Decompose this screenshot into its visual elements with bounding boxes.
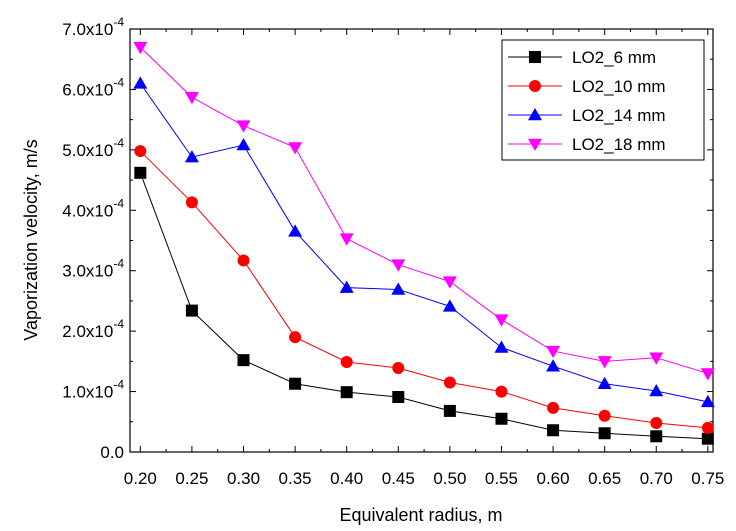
data-point: [649, 383, 664, 397]
data-point: [184, 92, 199, 105]
data-point: [237, 254, 250, 267]
data-point: [700, 368, 715, 381]
data-point: [391, 282, 406, 295]
y-tick-label: 4.0x10-4: [62, 196, 124, 220]
data-point: [442, 276, 457, 289]
y-axis: 0.0 1.0x10-4 2.0x10-4 3.0x10-4 4.0x10-4 5.0x1…: [62, 15, 713, 462]
data-point: [546, 359, 561, 372]
series-line: [139, 83, 708, 403]
legend-item: LO2_6 mm: [508, 48, 656, 67]
data-point: [494, 314, 509, 327]
data-point: [339, 233, 354, 246]
x-axis: 0.20 0.25 0.30 0.35 0.40 0.45 0.50 0.55 0.60 0.65…: [124, 29, 724, 488]
data-point: [529, 51, 541, 63]
data-point: [288, 224, 303, 237]
data-point: [133, 76, 148, 89]
data-point: [529, 80, 541, 92]
legend-item: LO2_10 mm: [508, 77, 666, 96]
x-tick-label: 0.40: [330, 469, 363, 488]
data-point: [649, 352, 664, 365]
x-tick-label: 0.25: [175, 469, 208, 488]
legend-label: LO2_10 mm: [572, 77, 666, 96]
data-point: [700, 394, 715, 408]
data-point: [443, 404, 456, 417]
legend: LO2_6 mm LO2_10 mm LO2_14 mm LO2_18 mm: [501, 39, 705, 161]
legend-label: LO2_14 mm: [572, 106, 666, 125]
data-point: [650, 430, 663, 443]
y-tick-label: 6.0x10-4: [62, 75, 124, 99]
data-point: [185, 196, 198, 209]
y-tick-label: 1.0x10-4: [62, 378, 124, 402]
series-2: [134, 145, 714, 434]
data-point: [236, 138, 251, 151]
data-point: [701, 432, 714, 445]
x-tick-label: 0.60: [537, 469, 570, 488]
y-tick-label: 5.0x10-4: [62, 136, 124, 160]
data-point: [392, 362, 405, 375]
data-point: [288, 142, 303, 155]
data-point: [340, 355, 353, 368]
y-tick-label: 2.0x10-4: [62, 317, 124, 341]
data-point: [597, 376, 612, 389]
data-point: [528, 138, 542, 151]
data-point: [340, 386, 353, 399]
data-point: [391, 259, 406, 272]
x-tick-label: 0.75: [691, 469, 724, 488]
series-line: [139, 172, 708, 440]
data-point: [546, 345, 561, 359]
data-point: [134, 166, 147, 179]
data-point: [442, 299, 457, 312]
x-tick-label: 0.20: [124, 469, 157, 488]
data-point: [185, 304, 198, 317]
y-axis-title: Vaporization velocity, m/s: [21, 139, 41, 340]
x-tick-label: 0.55: [485, 469, 518, 488]
x-tick-label: 0.70: [640, 469, 673, 488]
legend-item: LO2_14 mm: [508, 106, 666, 125]
series-line: [139, 150, 708, 429]
series-layer: [133, 41, 715, 445]
data-point: [495, 412, 508, 425]
data-point: [494, 340, 509, 353]
y-tick-label: 7.0x10-4: [62, 15, 124, 39]
series-3: [133, 76, 715, 408]
data-point: [237, 354, 250, 367]
data-point: [289, 331, 302, 344]
legend-item: LO2_18 mm: [508, 135, 666, 154]
x-tick-label: 0.30: [227, 469, 260, 488]
y-tick-label: 3.0x10-4: [62, 257, 124, 281]
y-tick-label: 0.0: [100, 443, 124, 462]
x-tick-label: 0.35: [279, 469, 312, 488]
data-point: [392, 391, 405, 404]
series-1: [134, 166, 714, 445]
data-point: [289, 377, 302, 390]
data-point: [495, 385, 508, 398]
data-point: [547, 424, 560, 437]
data-point: [133, 41, 148, 55]
data-point: [236, 120, 251, 133]
data-point: [339, 280, 354, 293]
legend-label: LO2_6 mm: [572, 48, 656, 67]
data-point: [650, 416, 663, 429]
data-point: [528, 108, 542, 121]
data-point: [134, 145, 147, 158]
data-point: [701, 421, 714, 434]
x-tick-label: 0.65: [588, 469, 621, 488]
series-line: [139, 46, 708, 374]
legend-label: LO2_18 mm: [572, 135, 666, 154]
data-point: [597, 356, 612, 369]
data-point: [547, 401, 560, 414]
data-point: [598, 409, 611, 422]
data-point: [184, 150, 199, 163]
series-4: [133, 41, 715, 381]
x-tick-label: 0.45: [382, 469, 415, 488]
data-point: [598, 427, 611, 440]
x-axis-title: Equivalent radius, m: [339, 505, 502, 525]
data-point: [443, 376, 456, 389]
x-tick-label: 0.50: [433, 469, 466, 488]
